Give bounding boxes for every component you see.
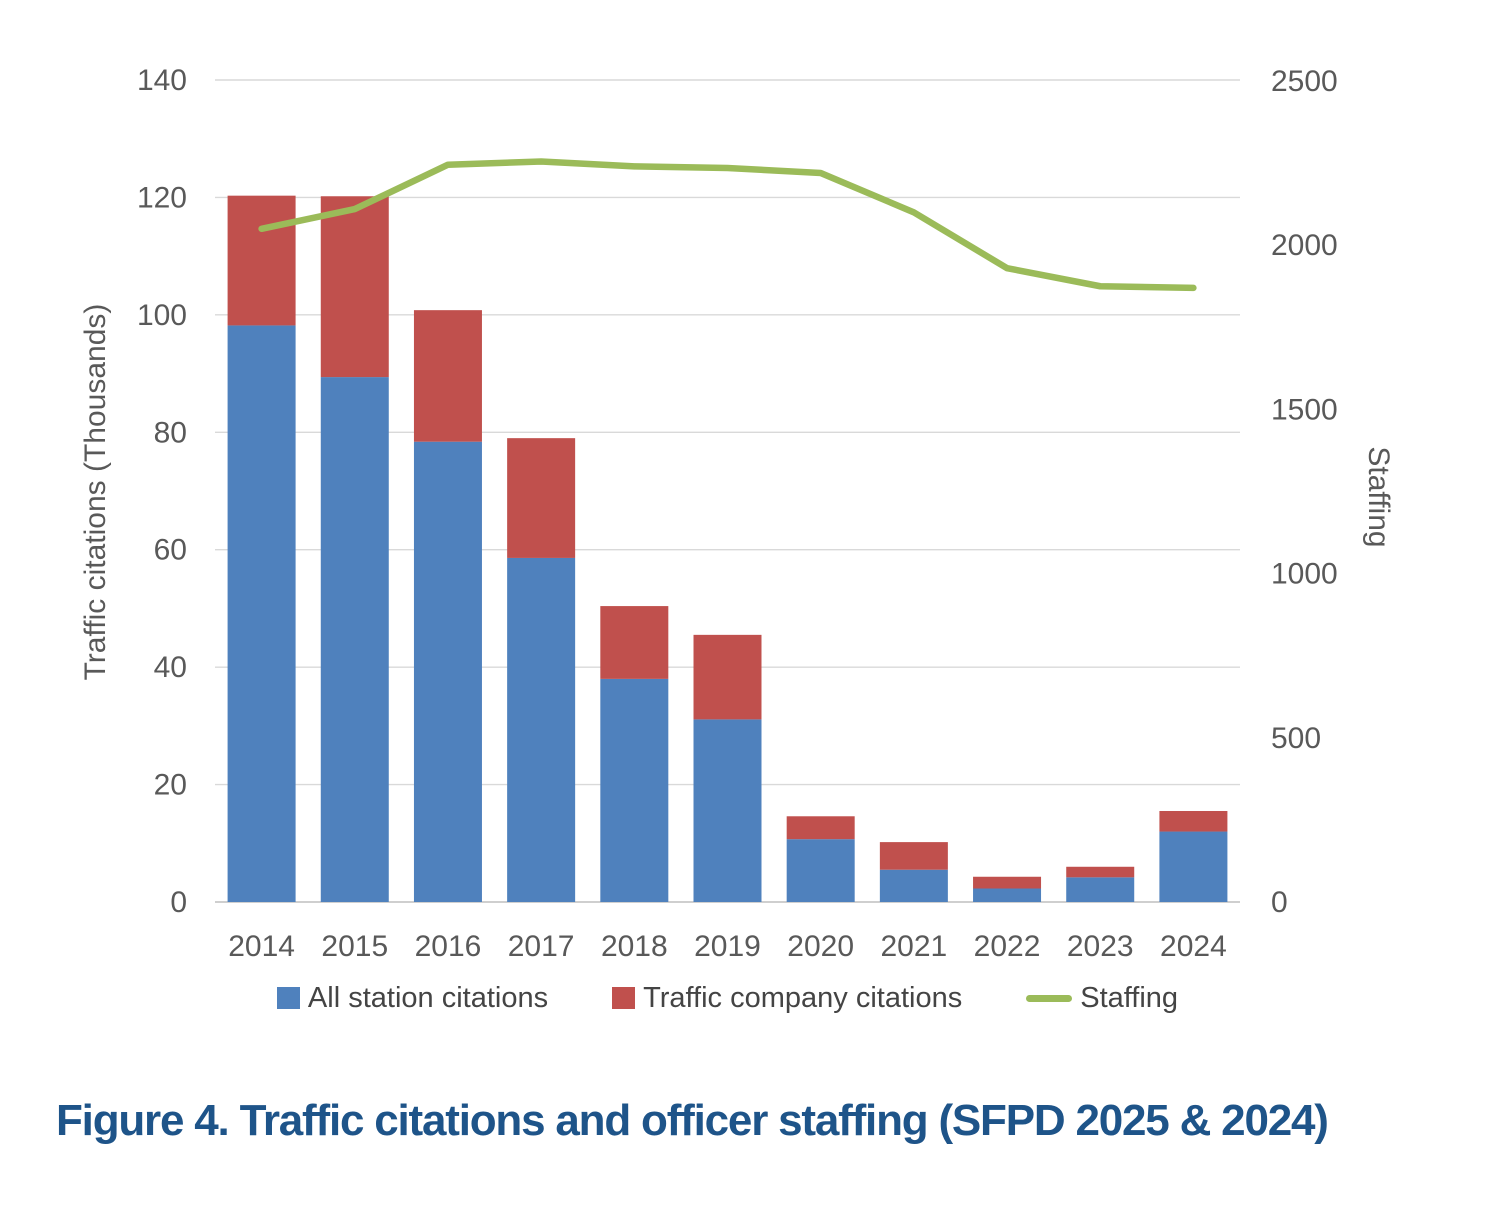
right-axis-tick-label: 500: [1271, 722, 1321, 755]
bar-all-station-2015: [320, 377, 389, 902]
bar-all-station-2020: [786, 839, 855, 902]
left-axis-tick-label: 60: [154, 534, 187, 567]
legend-line-staffing-icon: [1026, 994, 1073, 1002]
bar-traffic-company-2018: [600, 606, 669, 679]
left-axis-tick-label: 140: [137, 64, 187, 97]
x-axis-tick-label: 2022: [974, 930, 1041, 963]
chart-legend: All station citations Traffic company ci…: [215, 980, 1240, 1016]
x-axis-tick-label: 2023: [1067, 930, 1134, 963]
left-axis-tick-label: 20: [154, 769, 187, 802]
bar-traffic-company-2015: [320, 196, 389, 378]
bar-traffic-company-2022: [973, 876, 1042, 889]
legend-swatch-traffic-company-icon: [612, 987, 636, 1009]
bar-all-station-2023: [1066, 877, 1135, 902]
x-axis-tick-label: 2024: [1160, 930, 1227, 963]
legend-item-traffic-company: Traffic company citations: [612, 982, 962, 1015]
x-axis-tick-label: 2015: [321, 930, 388, 963]
bar-all-station-2018: [600, 678, 669, 902]
bar-all-station-2014: [227, 325, 296, 902]
legend-label-traffic-company: Traffic company citations: [643, 981, 963, 1014]
x-axis-tick-label: 2016: [415, 930, 482, 963]
bar-all-station-2022: [973, 888, 1042, 902]
bar-traffic-company-2020: [786, 816, 855, 840]
left-axis-tick-label: 80: [154, 416, 187, 449]
x-axis-tick-label: 2021: [880, 930, 947, 963]
bar-all-station-2019: [693, 719, 762, 902]
left-axis-tick-label: 40: [154, 651, 187, 684]
left-axis-title: Traffic citations (Thousands): [79, 303, 112, 681]
bar-all-station-2024: [1159, 831, 1228, 902]
x-axis-tick-label: 2020: [787, 930, 854, 963]
right-axis-tick-label: 0: [1271, 886, 1288, 919]
right-axis-tick-label: 2500: [1271, 65, 1338, 98]
bar-all-station-2021: [879, 869, 948, 902]
bar-traffic-company-2021: [879, 842, 948, 870]
bar-traffic-company-2024: [1159, 810, 1228, 832]
right-axis-tick-label: 1500: [1271, 393, 1338, 426]
legend-item-staffing: Staffing: [1026, 982, 1178, 1015]
left-axis-tick-label: 120: [137, 181, 187, 214]
chart-canvas: 0 20 40 60 80 100 120 140 0 500 1000 1500 2000 2500 20…: [137, 64, 1338, 963]
x-axis-tick-label: 2018: [601, 930, 668, 963]
right-axis-tick-label: 1000: [1271, 558, 1338, 591]
bar-traffic-company-2014: [227, 195, 296, 326]
legend-label-all-station: All station citations: [307, 981, 549, 1014]
figure-caption: Figure 4. Traffic citations and officer …: [56, 1096, 1329, 1145]
right-axis-title: Staffing: [1362, 446, 1395, 548]
right-axis-tick-label: 2000: [1271, 229, 1338, 262]
legend-swatch-all-station-icon: [276, 987, 300, 1009]
legend-label-staffing: Staffing: [1080, 981, 1179, 1014]
x-axis-tick-label: 2014: [228, 930, 295, 963]
left-axis-tick-label: 100: [137, 299, 187, 332]
bar-all-station-2016: [413, 441, 482, 902]
x-axis-tick-label: 2017: [508, 930, 575, 963]
x-axis-tick-label: 2019: [694, 930, 761, 963]
bar-traffic-company-2023: [1066, 866, 1135, 878]
legend-item-all-station: All station citations: [276, 981, 549, 1015]
staffing-line: [258, 158, 1197, 292]
bar-traffic-company-2017: [507, 438, 576, 558]
left-axis-tick-label: 0: [170, 886, 187, 919]
bar-all-station-2017: [507, 557, 576, 902]
bar-traffic-company-2016: [413, 310, 482, 442]
bar-traffic-company-2019: [693, 634, 762, 720]
